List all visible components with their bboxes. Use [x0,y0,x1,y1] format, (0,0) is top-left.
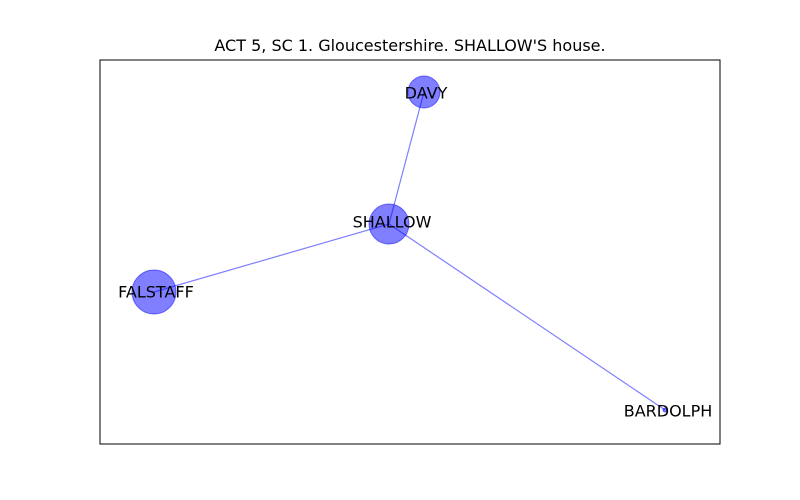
node-bardolph [662,407,668,413]
node-shallow [368,203,410,245]
chart-title: ACT 5, SC 1. Gloucestershire. SHALLOW'S … [214,36,605,55]
node-label-falstaff: FALSTAFF [118,283,194,302]
edge-shallow-davy [388,91,425,225]
node-falstaff [131,269,177,315]
edge-shallow-bardolph [388,223,666,411]
labels-layer: SHALLOW DAVY FALSTAFF BARDOLPH [118,84,712,421]
node-label-shallow: SHALLOW [353,213,432,232]
node-davy [407,75,441,109]
edges-layer [153,91,666,411]
nodes-layer [131,75,668,413]
plot-frame [99,59,721,445]
edge-shallow-falstaff [153,223,390,293]
node-label-davy: DAVY [405,84,448,103]
node-label-bardolph: BARDOLPH [624,402,713,421]
